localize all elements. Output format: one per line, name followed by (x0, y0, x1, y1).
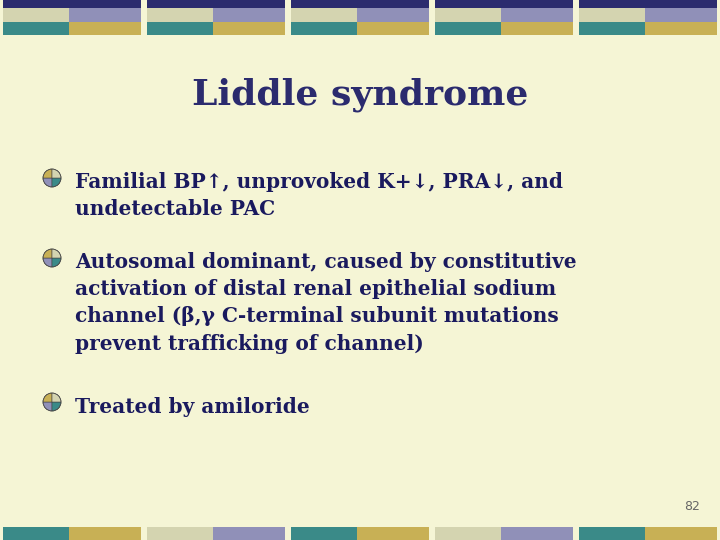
Bar (579, 527, 645, 540)
Wedge shape (43, 402, 52, 411)
Wedge shape (43, 169, 52, 178)
Bar (147, 0, 285, 8)
Bar (69, 22, 141, 35)
Bar (3, 22, 69, 35)
Bar (147, 8, 213, 22)
Bar (579, 22, 645, 35)
Bar (147, 527, 213, 540)
Bar (69, 527, 141, 540)
Wedge shape (52, 169, 61, 178)
Bar (213, 22, 285, 35)
Bar (213, 8, 285, 22)
Bar (291, 0, 429, 8)
Bar (501, 527, 573, 540)
Bar (69, 8, 141, 22)
Wedge shape (43, 393, 52, 402)
Bar (291, 8, 357, 22)
Bar (291, 22, 357, 35)
Wedge shape (43, 258, 52, 267)
Bar (291, 527, 357, 540)
Bar (147, 22, 213, 35)
Bar (435, 22, 501, 35)
Wedge shape (43, 249, 52, 258)
Text: Liddle syndrome: Liddle syndrome (192, 78, 528, 112)
Text: 82: 82 (684, 500, 700, 513)
Bar (435, 527, 501, 540)
Bar (3, 527, 69, 540)
Wedge shape (52, 249, 61, 258)
Wedge shape (52, 402, 61, 411)
Bar (579, 0, 717, 8)
Bar (501, 22, 573, 35)
Bar (435, 0, 573, 8)
Bar (645, 8, 717, 22)
Wedge shape (52, 393, 61, 402)
Bar (213, 527, 285, 540)
Bar (357, 8, 429, 22)
Text: Familial BP↑, unprovoked K+↓, PRA↓, and
undetectable PAC: Familial BP↑, unprovoked K+↓, PRA↓, and … (75, 172, 563, 219)
Bar (357, 22, 429, 35)
Bar (645, 527, 717, 540)
Text: Treated by amiloride: Treated by amiloride (75, 397, 310, 417)
Text: Autosomal dominant, caused by constitutive
activation of distal renal epithelial: Autosomal dominant, caused by constituti… (75, 252, 577, 354)
Bar (501, 8, 573, 22)
Wedge shape (43, 178, 52, 187)
Bar (3, 8, 69, 22)
Wedge shape (52, 178, 61, 187)
Bar (645, 22, 717, 35)
Wedge shape (52, 258, 61, 267)
Bar (3, 0, 141, 8)
Bar (435, 8, 501, 22)
Bar (579, 8, 645, 22)
Bar (357, 527, 429, 540)
